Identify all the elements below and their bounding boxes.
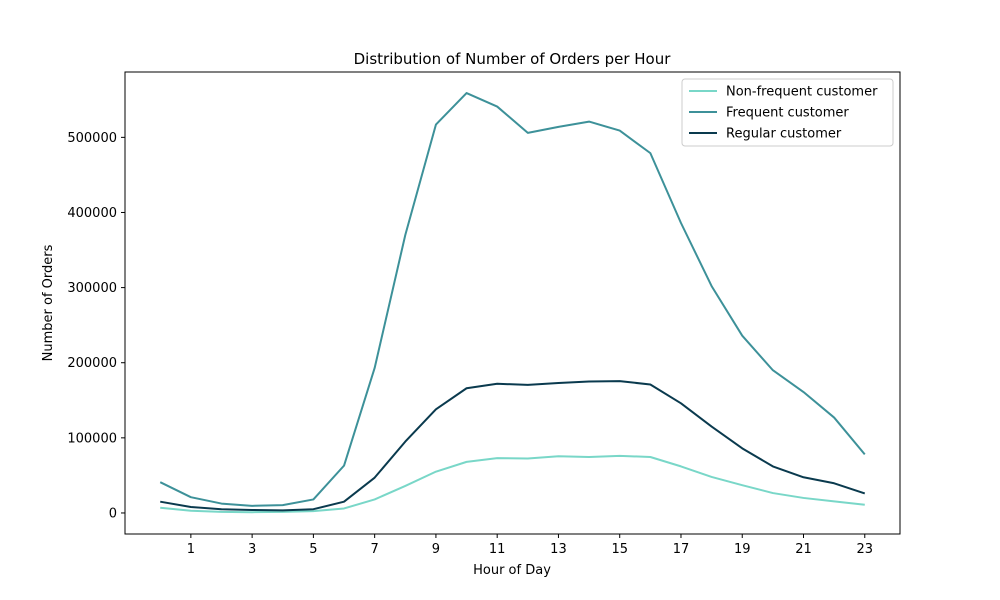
x-tick-label: 11	[489, 542, 506, 557]
legend-label: Regular customer	[726, 127, 842, 142]
x-tick-label: 17	[673, 542, 690, 557]
y-tick-label: 400000	[67, 206, 117, 221]
chart-title: Distribution of Number of Orders per Hou…	[354, 50, 672, 68]
x-tick-label: 19	[734, 542, 751, 557]
x-axis: 1 3 5 7 9 11 13 15 17 19 21 23	[187, 534, 873, 557]
y-tick-label: 300000	[67, 281, 117, 296]
y-tick-label: 100000	[67, 431, 117, 446]
series-lines	[159, 92, 866, 514]
y-axis-label: Number of Orders	[41, 244, 56, 361]
y-axis: 0 100000 200000 300000 400000 500000	[67, 131, 125, 521]
legend: Non-frequent customer Frequent customer Re…	[681, 78, 894, 147]
x-tick-label: 9	[432, 542, 440, 557]
x-axis-label: Hour of Day	[473, 563, 551, 578]
legend-box	[681, 78, 894, 147]
series-line-3	[160, 380, 866, 512]
legend-label: Frequent customer	[726, 106, 849, 121]
x-tick-label: 15	[611, 542, 628, 557]
y-tick-label: 0	[109, 506, 117, 521]
x-tick-label: 5	[309, 542, 317, 557]
y-tick-label: 500000	[67, 131, 117, 146]
series-line-1	[160, 454, 865, 514]
x-tick-label: 23	[856, 542, 873, 557]
y-tick-label: 200000	[67, 356, 117, 371]
legend-label: Non-frequent customer	[726, 85, 878, 100]
series-line-2	[159, 92, 866, 507]
x-tick-label: 3	[248, 542, 256, 557]
x-tick-label: 7	[371, 542, 379, 557]
x-tick-label: 13	[550, 542, 567, 557]
plot-area	[124, 71, 901, 535]
x-tick-label: 1	[187, 542, 195, 557]
x-tick-label: 21	[795, 542, 812, 557]
